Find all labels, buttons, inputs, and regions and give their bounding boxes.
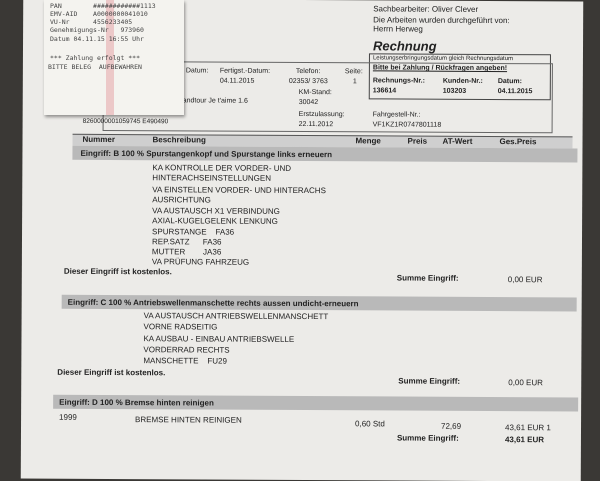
seite: 1 <box>352 78 357 86</box>
person: Herrn Herweg <box>373 24 423 34</box>
line: SPURSTANGE FA36 <box>152 227 235 237</box>
line: KA AUSBAU - EINBAU ANTRIEBSWELLE <box>143 334 295 344</box>
line: VA PRÜFUNG FAHRZEUG <box>151 257 250 267</box>
section-b-note: Dieser Eingriff ist kostenlos. <box>63 266 172 277</box>
receipt-stripe <box>106 0 114 115</box>
receipt-line: EMV-AID A0000000041010 <box>50 10 148 18</box>
fertig-label: Fertigst.-Datum: <box>219 67 271 75</box>
v-datum-label: Datum: <box>185 67 209 75</box>
fertig: 04.11.2015 <box>219 77 255 85</box>
section-c-sum: 0,00 EUR <box>508 378 543 388</box>
section-b-sum-label: Summe Eingriff: <box>396 273 459 283</box>
col-nummer: Nummer <box>82 134 116 145</box>
receipt-note: BITTE BELEG AUFBEWAHREN <box>48 63 142 71</box>
seite-label: Seite: <box>344 68 363 76</box>
line: VORNE RADSEITIG <box>143 322 218 332</box>
line: VORDERRAD RECHTS <box>143 345 230 355</box>
col-ges-preis: Ges.Preis <box>499 137 537 147</box>
item-menge: 0,60 Std <box>355 419 385 429</box>
section-d-title: Eingriff: D 100 % Bremse hinten reinigen <box>59 397 214 408</box>
item-preis: 72,69 <box>441 421 462 431</box>
erst-label: Erstzulassung: <box>298 110 345 119</box>
receipt-line: Datum 04.11.15 16:55 Uhr <box>50 35 144 43</box>
item-beschreibung: BREMSE HINTEN REINIGEN <box>135 415 242 425</box>
receipt-line: VU-Nr 4556233405 <box>50 18 133 26</box>
line: MANSCHETTE FU29 <box>143 356 227 366</box>
vehicle-code: 8260000001059745 E490490 <box>82 117 169 126</box>
erst: 22.11.2012 <box>298 120 334 129</box>
fahrgestell-label: Fahrgestell-Nr.: <box>372 111 421 119</box>
km: 30042 <box>298 98 319 107</box>
section-b-title: Eingriff: B 100 % Spurstangenkopf und Sp… <box>80 148 333 160</box>
payment-receipt: PAN ############1113 EMV-AID A0000000041… <box>44 0 184 115</box>
col-at-wert: AT-Wert <box>442 136 473 146</box>
line: KA KONTROLLE DER VORDER- UND <box>152 163 292 173</box>
section-b-sum: 0,00 EUR <box>507 275 543 285</box>
telefon: 02353/ 3763 <box>288 77 328 86</box>
item-ges: 43,61 EUR 1 <box>504 423 551 433</box>
leistung: Leistungserbringungsdatum gleich Rechnun… <box>372 55 514 63</box>
receipt-line: Genehmigungs-Nr 973960 <box>50 26 144 34</box>
telefon-label: Telefon: <box>295 67 321 76</box>
line: MUTTER JA36 <box>151 247 222 257</box>
line: VA AUSTAUSCH X1 VERBINDUNG <box>152 206 280 216</box>
fahrgestell: VF1KZ1R0747801118 <box>372 121 442 129</box>
line: AXIAL-KUGELGELENK LENKUNG <box>152 216 278 226</box>
col-menge: Menge <box>355 136 381 146</box>
item-nummer: 1999 <box>59 412 77 422</box>
line: AUSRICHTUNG <box>152 195 211 205</box>
model: andtour Je t'aime 1.6 <box>182 97 248 105</box>
receipt-line: PAN ############1113 <box>50 2 156 10</box>
section-c-note: Dieser Eingriff ist kostenlos. <box>57 367 166 378</box>
invoice-title: Rechnung <box>372 38 437 54</box>
section-c-sum-label: Summe Eingriff: <box>398 376 461 386</box>
sachbearbeiter: Sachbearbeiter: Oliver Clever <box>373 4 479 14</box>
line: HINTERACHSEINSTELLUNGEN <box>152 173 272 183</box>
line: VA AUSTAUSCH ANTRIEBSWELLENMANSCHETT <box>143 311 329 322</box>
km-label: KM-Stand: <box>298 88 332 97</box>
receipt-note: *** Zahlung erfolgt *** <box>50 54 141 62</box>
col-beschreibung: Beschreibung <box>152 135 206 145</box>
line: VA EINSTELLEN VORDER- UND HINTERACHS <box>152 185 326 196</box>
section-d-sum-label: Summe Eingriff: <box>396 433 459 443</box>
line: REP.SATZ FA36 <box>151 237 222 247</box>
section-c-title: Eingriff: C 100 % Antriebswellenmanschet… <box>67 297 359 309</box>
col-preis: Preis <box>407 136 428 146</box>
section-d-sum: 43,61 EUR <box>504 435 545 445</box>
